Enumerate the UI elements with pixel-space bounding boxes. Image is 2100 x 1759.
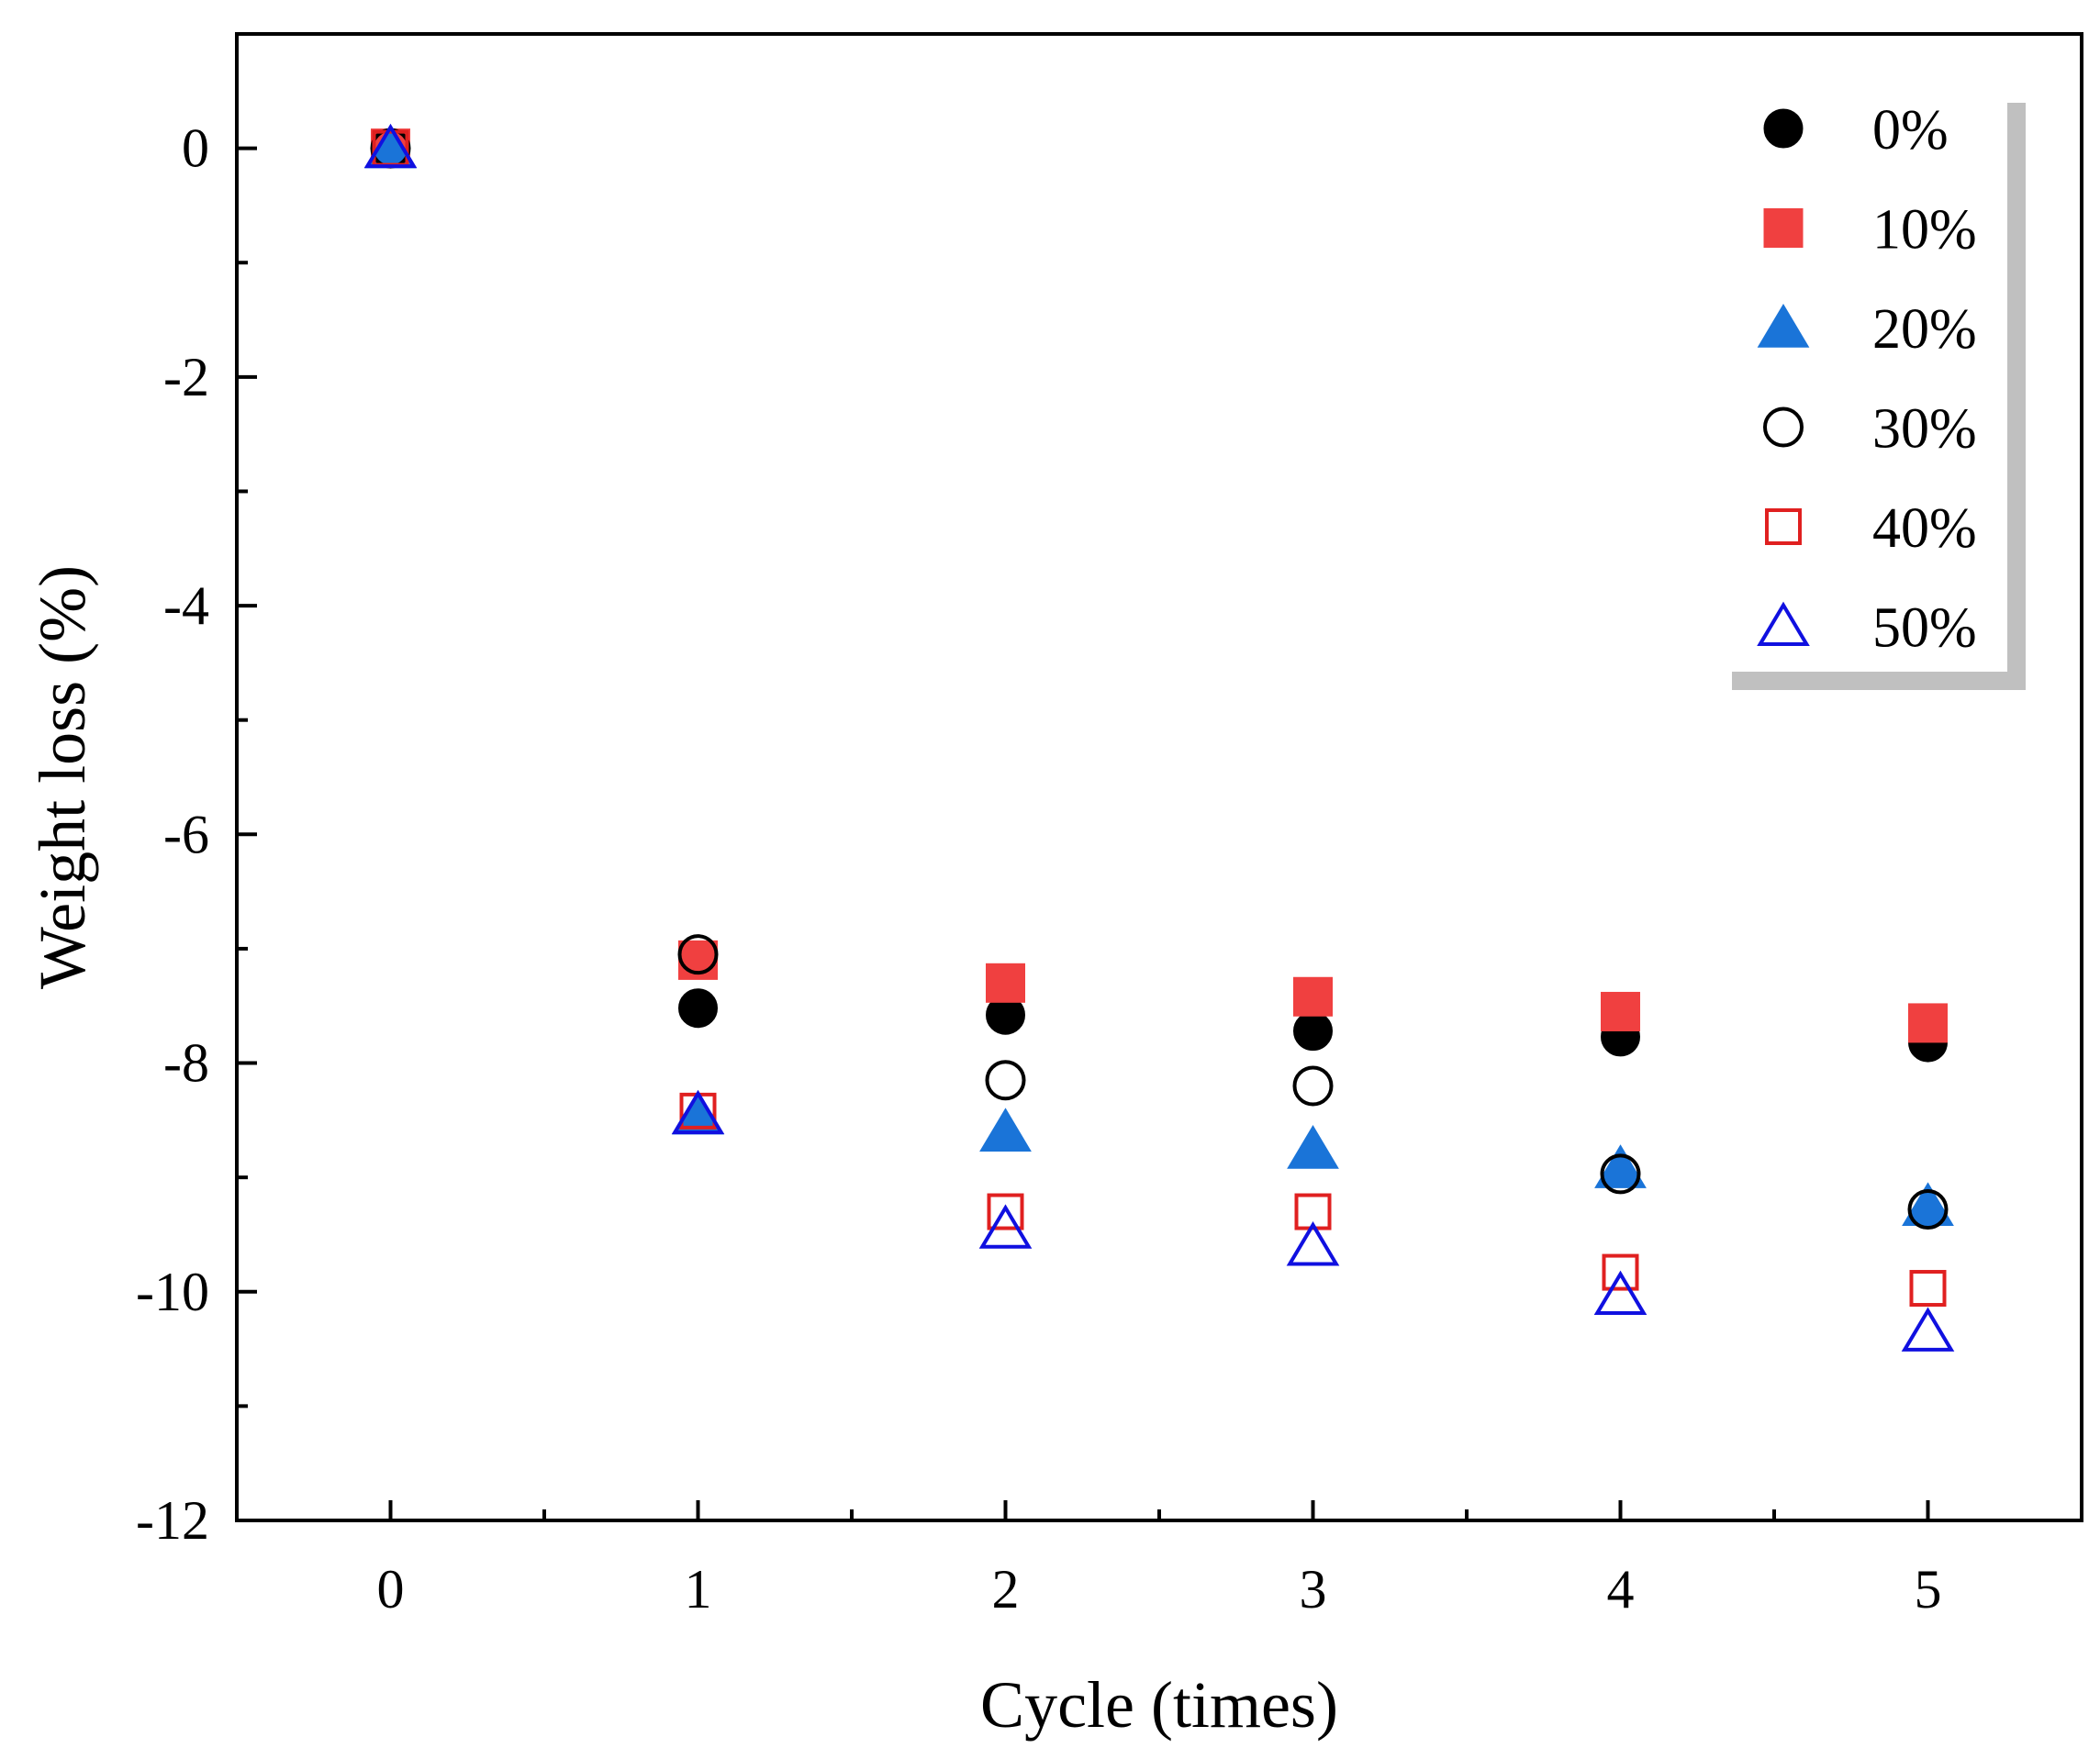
x-tick-label: 5 [1915, 1559, 1942, 1620]
legend-label-20pct: 20% [1872, 298, 1977, 361]
point-40pct [1909, 1270, 1947, 1308]
legend-label-40pct: 40% [1872, 497, 1977, 560]
x-tick-label: 3 [1300, 1559, 1327, 1620]
point-10pct [1293, 976, 1333, 1017]
y-tick-label: 0 [182, 118, 209, 179]
point-30pct [1907, 1189, 1949, 1230]
point-50pct [363, 123, 418, 169]
legend-marker-0pct [1763, 108, 1804, 149]
point-50pct [978, 1204, 1033, 1249]
point-20pct [1287, 1125, 1339, 1169]
y-axis-title: Weight loss (%) [26, 565, 99, 989]
x-tick-label: 0 [377, 1559, 405, 1620]
x-axis: 0 1 2 3 4 5 [377, 1500, 1942, 1620]
point-40pct [1602, 1253, 1639, 1291]
x-tick-label: 1 [685, 1559, 712, 1620]
point-50pct [671, 1089, 725, 1135]
point-30pct [985, 1060, 1026, 1101]
point-20pct [1902, 1182, 1954, 1227]
point-30pct [1600, 1153, 1641, 1195]
legend-label-30pct: 30% [1872, 398, 1977, 461]
point-40pct [987, 1193, 1024, 1230]
legend-marker-10pct [1763, 208, 1804, 248]
legend-label-50pct: 50% [1872, 597, 1977, 660]
y-tick-label: -12 [136, 1490, 209, 1551]
plot-frame [235, 32, 2083, 1522]
x-tick-label: 4 [1607, 1559, 1635, 1620]
point-10pct [1601, 991, 1640, 1031]
legend-marker-20pct [1757, 304, 1810, 348]
y-axis: 0 -2 -4 -6 -8 -10 -12 [136, 32, 257, 1551]
point-50pct [1286, 1221, 1340, 1266]
point-0pct [678, 988, 718, 1029]
legend-label-10pct: 10% [1872, 199, 1977, 262]
x-axis-title: Cycle (times) [980, 1668, 1338, 1742]
data-points [363, 123, 1955, 1352]
legend-shadow-right [2007, 103, 2026, 690]
legend-marker-30pct [1763, 406, 1804, 448]
point-20pct [1594, 1144, 1647, 1188]
x-tick-label: 2 [992, 1559, 1020, 1620]
point-50pct [1901, 1307, 1955, 1352]
point-10pct [986, 963, 1025, 1003]
y-tick-label: -2 [163, 347, 209, 407]
legend-marker-40pct [1765, 508, 1802, 545]
y-tick-label: -10 [136, 1262, 209, 1322]
point-30pct [677, 934, 719, 975]
point-10pct [1908, 1003, 1948, 1043]
legend-label-0pct: 0% [1872, 99, 1949, 161]
legend: 0% 10% 20% 30% 40% 50% [1732, 99, 2026, 690]
legend-shadow-bottom [1732, 672, 2026, 690]
y-tick-label: -6 [163, 804, 209, 864]
point-0pct [1293, 1011, 1333, 1052]
point-20pct [979, 1108, 1032, 1152]
y-tick-label: -8 [163, 1033, 209, 1094]
y-tick-label: -4 [163, 575, 209, 636]
point-50pct [1593, 1270, 1648, 1316]
legend-marker-50pct [1757, 601, 1810, 647]
point-30pct [1292, 1065, 1334, 1107]
